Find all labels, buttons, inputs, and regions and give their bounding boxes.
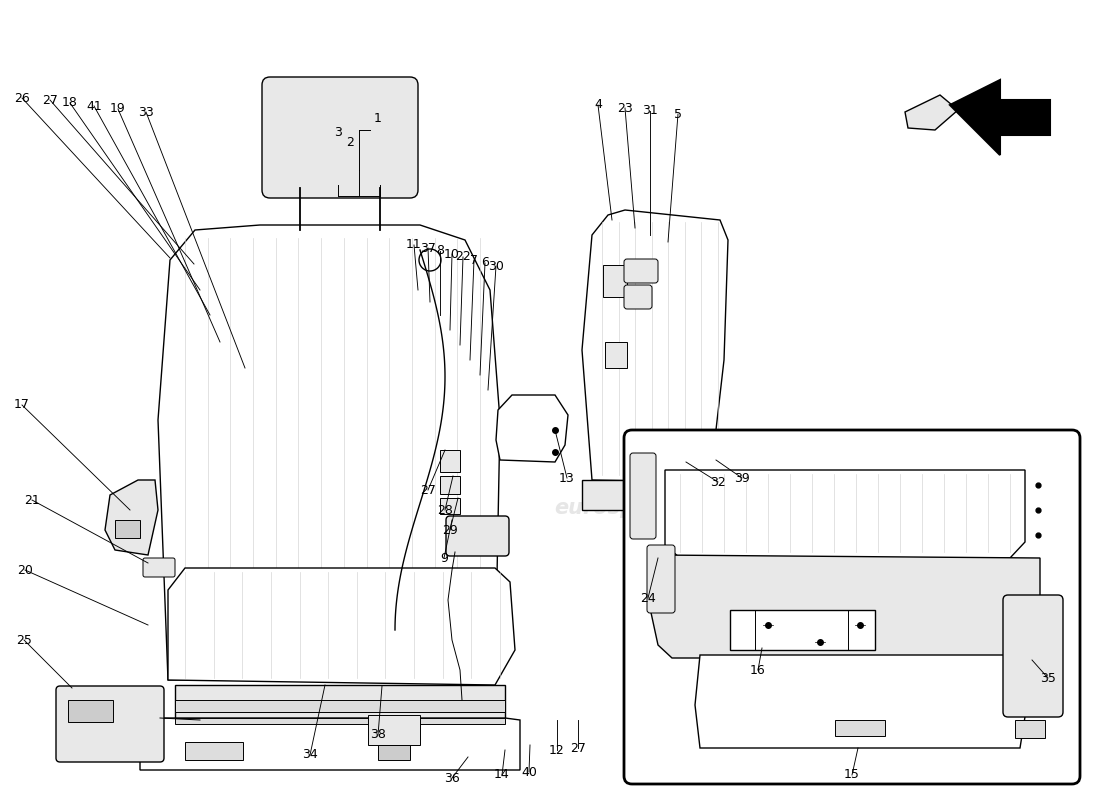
FancyBboxPatch shape xyxy=(647,545,675,613)
Text: 6: 6 xyxy=(481,257,488,270)
FancyBboxPatch shape xyxy=(262,77,418,198)
Text: 2: 2 xyxy=(346,137,354,150)
Text: 34: 34 xyxy=(302,749,318,762)
Text: 3: 3 xyxy=(334,126,342,138)
Text: 41: 41 xyxy=(86,99,102,113)
Text: 37: 37 xyxy=(420,242,436,254)
Bar xyxy=(368,715,420,745)
Text: 24: 24 xyxy=(640,591,656,605)
Polygon shape xyxy=(905,95,958,130)
Text: 23: 23 xyxy=(617,102,632,114)
Bar xyxy=(835,720,886,736)
Text: 27: 27 xyxy=(570,742,586,754)
Text: 19: 19 xyxy=(110,102,125,115)
Bar xyxy=(440,498,460,514)
Text: 14: 14 xyxy=(494,769,510,782)
Text: 25: 25 xyxy=(16,634,32,646)
Text: 32: 32 xyxy=(711,475,726,489)
Text: 38: 38 xyxy=(370,729,386,742)
Bar xyxy=(175,685,505,730)
Text: eurospares: eurospares xyxy=(768,631,872,649)
Text: 40: 40 xyxy=(521,766,537,778)
Bar xyxy=(175,700,505,712)
Text: 27: 27 xyxy=(42,94,58,106)
Polygon shape xyxy=(582,210,728,482)
Bar xyxy=(440,476,460,494)
FancyBboxPatch shape xyxy=(630,453,656,539)
Text: 31: 31 xyxy=(642,105,658,118)
Text: 7: 7 xyxy=(470,254,478,266)
Polygon shape xyxy=(950,80,1050,155)
Bar xyxy=(605,342,627,368)
Bar xyxy=(440,450,460,472)
Bar xyxy=(68,700,113,722)
Text: 35: 35 xyxy=(1041,671,1056,685)
Bar xyxy=(730,610,875,650)
Text: 8: 8 xyxy=(436,245,444,258)
FancyBboxPatch shape xyxy=(624,259,658,283)
Polygon shape xyxy=(104,480,158,555)
Text: 26: 26 xyxy=(14,91,30,105)
Text: 16: 16 xyxy=(750,663,766,677)
Text: 21: 21 xyxy=(24,494,40,506)
Text: 9: 9 xyxy=(440,551,448,565)
Polygon shape xyxy=(140,718,520,770)
Text: 13: 13 xyxy=(559,471,575,485)
FancyBboxPatch shape xyxy=(446,516,509,556)
Text: 33: 33 xyxy=(139,106,154,118)
Text: 12: 12 xyxy=(549,743,565,757)
Polygon shape xyxy=(496,395,568,462)
FancyBboxPatch shape xyxy=(624,285,652,309)
Polygon shape xyxy=(158,225,501,680)
FancyBboxPatch shape xyxy=(143,558,175,577)
Bar xyxy=(185,742,243,760)
Text: eurospares: eurospares xyxy=(554,498,686,518)
Polygon shape xyxy=(168,568,515,685)
Text: 4: 4 xyxy=(594,98,602,111)
Text: 28: 28 xyxy=(437,503,453,517)
Polygon shape xyxy=(666,470,1025,558)
Text: 20: 20 xyxy=(18,563,33,577)
Text: eurospares: eurospares xyxy=(192,431,367,459)
Text: 39: 39 xyxy=(734,471,750,485)
Text: 18: 18 xyxy=(62,97,78,110)
Bar xyxy=(1015,720,1045,738)
Text: 1: 1 xyxy=(374,111,382,125)
Bar xyxy=(175,718,505,724)
FancyBboxPatch shape xyxy=(1003,595,1063,717)
Text: 29: 29 xyxy=(442,523,458,537)
Text: 15: 15 xyxy=(844,769,860,782)
Text: 36: 36 xyxy=(444,771,460,785)
Polygon shape xyxy=(650,555,1040,658)
Bar xyxy=(582,480,720,510)
FancyBboxPatch shape xyxy=(624,430,1080,784)
Text: 11: 11 xyxy=(406,238,422,251)
Text: 5: 5 xyxy=(674,107,682,121)
Text: 22: 22 xyxy=(455,250,471,263)
FancyBboxPatch shape xyxy=(56,686,164,762)
Bar xyxy=(378,745,410,760)
Polygon shape xyxy=(695,655,1028,748)
Text: 27: 27 xyxy=(420,483,436,497)
Text: 10: 10 xyxy=(444,247,460,261)
Text: 17: 17 xyxy=(14,398,30,411)
Bar xyxy=(116,520,140,538)
Text: 30: 30 xyxy=(488,259,504,273)
Bar xyxy=(603,265,627,297)
